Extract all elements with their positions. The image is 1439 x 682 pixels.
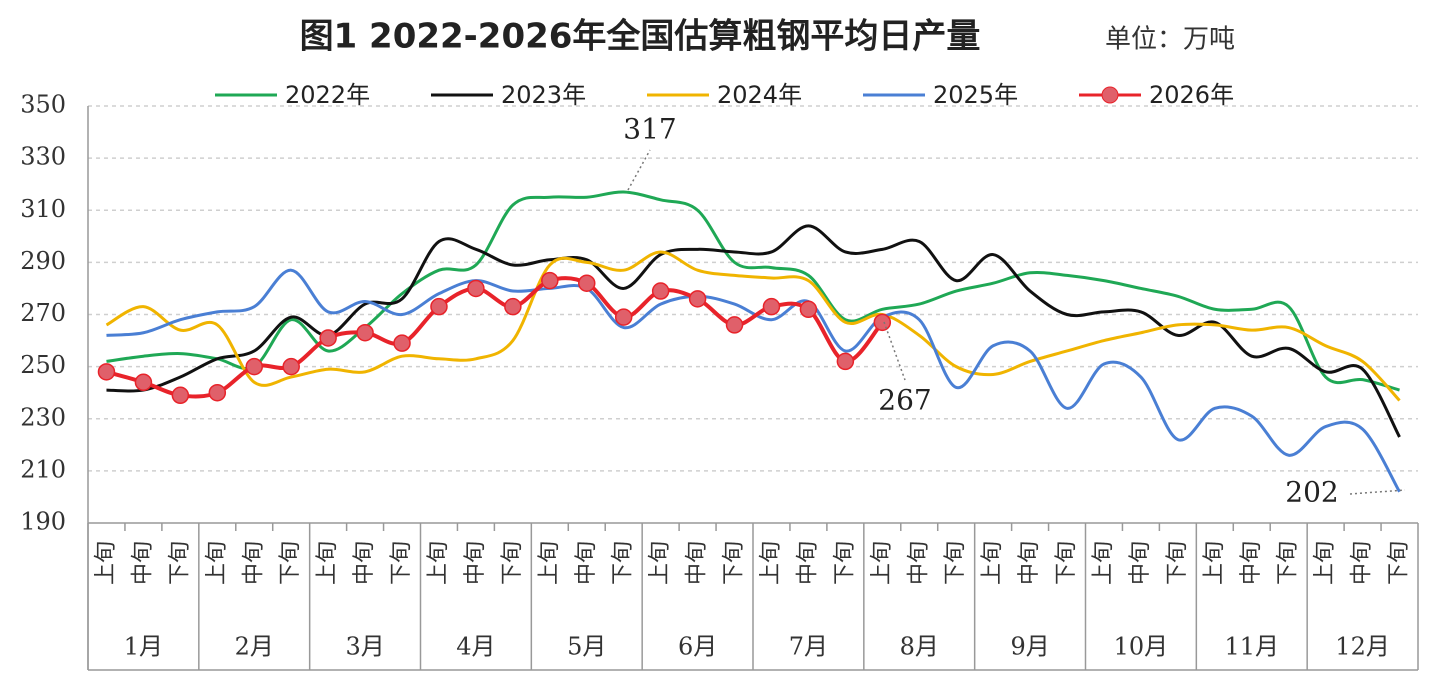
series-marker [873, 313, 892, 332]
month-label: 5月 [567, 633, 606, 661]
legend-label: 2025年 [933, 81, 1018, 109]
x-tick-label: 下旬 [611, 541, 636, 585]
month-label: 12月 [1335, 633, 1390, 661]
series-marker [541, 271, 559, 290]
x-tick-label: 上旬 [869, 541, 894, 585]
month-label: 8月 [900, 633, 939, 661]
x-tick-label: 下旬 [278, 541, 303, 585]
month-label: 10月 [1114, 633, 1169, 661]
annotation-leader [883, 321, 906, 381]
y-tick-label: 210 [20, 455, 66, 483]
legend-label: 2024年 [717, 81, 802, 109]
legend-label: 2023年 [501, 81, 586, 109]
y-tick-label: 330 [20, 143, 66, 171]
legend-label: 2022年 [285, 81, 370, 109]
x-tick-label: 中旬 [1128, 541, 1153, 585]
chart-subtitle: 单位：万吨 [1105, 25, 1235, 55]
series-marker [762, 297, 781, 316]
month-label: 6月 [678, 633, 717, 661]
y-tick-label: 250 [20, 351, 66, 379]
series-marker [319, 329, 337, 347]
x-tick-label: 中旬 [574, 541, 599, 585]
series-line [105, 276, 884, 399]
x-tick-label: 下旬 [389, 541, 414, 585]
month-label: 2月 [235, 633, 274, 661]
x-tick-label: 下旬 [500, 541, 525, 585]
annotation: 267 [878, 384, 931, 417]
x-tick-label: 下旬 [1054, 541, 1079, 585]
x-tick-label: 上旬 [648, 541, 673, 585]
x-tick-label: 中旬 [463, 541, 488, 585]
legend-marker [1101, 86, 1119, 104]
x-tick-label: 下旬 [722, 541, 747, 585]
x-tick-label: 下旬 [1165, 541, 1190, 585]
month-label: 1月 [124, 633, 163, 661]
x-tick-label: 中旬 [241, 541, 266, 585]
series-marker [430, 297, 448, 316]
x-tick-label: 中旬 [1350, 541, 1375, 585]
series-marker [725, 316, 744, 334]
x-tick-label: 上旬 [315, 541, 340, 585]
series-marker [688, 290, 707, 308]
series-marker [282, 357, 300, 376]
y-tick-label: 190 [20, 508, 66, 536]
series-line [105, 250, 1401, 402]
y-tick-label: 270 [20, 299, 66, 327]
series-marker [836, 352, 855, 371]
x-tick-label: 上旬 [537, 541, 562, 585]
x-tick-label: 中旬 [906, 541, 931, 585]
series-marker [504, 297, 522, 316]
x-tick-label: 上旬 [1202, 541, 1227, 585]
series-marker [578, 274, 596, 292]
x-tick-label: 上旬 [93, 541, 118, 585]
series-marker [651, 282, 670, 300]
x-tick-label: 下旬 [832, 541, 857, 585]
x-tick-label: 中旬 [795, 541, 820, 585]
x-tick-label: 上旬 [426, 541, 451, 585]
series-marker [799, 300, 818, 319]
month-label: 9月 [1010, 633, 1049, 661]
x-tick-label: 下旬 [167, 541, 192, 585]
x-tick-label: 中旬 [1017, 541, 1042, 585]
month-label: 7月 [789, 633, 828, 661]
series-marker [171, 386, 190, 405]
x-tick-label: 中旬 [685, 541, 710, 585]
month-label: 3月 [345, 633, 384, 661]
x-tick-label: 下旬 [1276, 541, 1301, 585]
x-tick-label: 上旬 [204, 541, 229, 585]
x-tick-label: 下旬 [943, 541, 968, 585]
series-marker [245, 357, 263, 376]
annotation-leader [1349, 489, 1406, 495]
series-line [106, 190, 1400, 392]
series-marker [393, 334, 411, 352]
x-tick-label: 中旬 [352, 541, 377, 585]
x-tick-label: 上旬 [1091, 541, 1116, 585]
annotation: 317 [623, 113, 676, 146]
y-tick-label: 290 [20, 247, 66, 275]
series-marker [614, 308, 633, 326]
x-tick-label: 中旬 [130, 541, 155, 585]
series-marker [97, 363, 116, 381]
month-label: 4月 [456, 633, 495, 661]
y-tick-label: 350 [20, 91, 66, 119]
series-marker [467, 279, 485, 298]
x-tick-label: 上旬 [1313, 541, 1338, 585]
series-marker [356, 323, 374, 342]
legend-label: 2026年 [1149, 81, 1234, 109]
month-label: 11月 [1224, 633, 1279, 661]
series-line [106, 268, 1401, 493]
x-tick-label: 中旬 [1239, 541, 1264, 585]
x-tick-label: 下旬 [1387, 541, 1412, 585]
chart-title: 图1 2022-2026年全国估算粗钢平均日产量 [300, 17, 981, 57]
y-tick-label: 230 [20, 403, 66, 431]
x-tick-label: 上旬 [980, 541, 1005, 585]
annotation: 202 [1285, 476, 1338, 509]
series-marker [134, 373, 153, 392]
x-tick-label: 上旬 [758, 541, 783, 585]
y-tick-label: 310 [20, 195, 66, 223]
series-marker [208, 383, 227, 402]
